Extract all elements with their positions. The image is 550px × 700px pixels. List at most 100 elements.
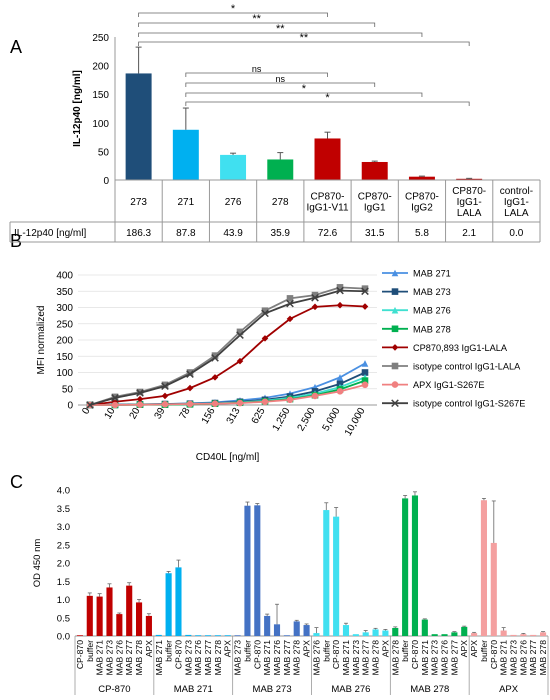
x-tick-label-c: MAB 278 (371, 640, 381, 676)
legend-label-b: MAB 276 (413, 306, 451, 316)
x-tick-label-b: 625 (250, 406, 268, 426)
y-tick-label-c: 3.0 (57, 522, 70, 533)
x-tick-label-c: MAB 276 (311, 640, 321, 676)
significance-bracket-a (138, 32, 423, 37)
x-tick-label-c: MAB 277 (449, 640, 459, 676)
x-tick-label-c: MAB 271 (262, 640, 272, 676)
data-point-b (236, 328, 244, 336)
y-tick-label-b: 50 (62, 384, 74, 395)
legend-label-b: MAB 271 (413, 269, 451, 279)
category-label-a: 271 (177, 197, 194, 208)
legend-label-b: APX IgG1-S267E (413, 380, 485, 390)
y-tick-label-a: 200 (92, 62, 109, 73)
bar-a (314, 138, 341, 180)
significance-label-a: * (231, 3, 236, 15)
significance-label-a: ns (252, 64, 262, 74)
bar-c (264, 615, 271, 636)
significance-bracket-a (138, 12, 328, 17)
data-point-b (236, 399, 244, 407)
bar-c (214, 635, 221, 636)
data-point-b (186, 369, 194, 376)
table-value-a: 72.6 (318, 228, 338, 239)
data-point-b (161, 401, 169, 408)
bar-c (392, 627, 399, 636)
bar-c (283, 635, 290, 636)
data-point-b (236, 331, 244, 339)
panel-label-a: A (10, 37, 22, 57)
data-point-b (311, 392, 319, 400)
x-tick-label-c: MAB 278 (213, 640, 223, 676)
legend-label-b: CP870,893 IgG1-LALA (413, 343, 508, 353)
data-point-b (311, 291, 319, 299)
data-point-b (161, 392, 169, 400)
bar-c (530, 634, 537, 636)
y-tick-label-a: 100 (92, 119, 109, 130)
x-tick-label-c: CP-870 (75, 640, 85, 669)
x-tick-label-c: MAB 276 (272, 640, 282, 676)
x-tick-label-c: buffer (321, 640, 331, 662)
bar-c (76, 635, 83, 636)
data-point-b (361, 303, 369, 310)
category-label-a: 273 (130, 197, 147, 208)
x-tick-label-c: MAB 278 (390, 640, 400, 676)
significance-bracket-a (185, 82, 376, 87)
category-label-a: 278 (272, 197, 289, 208)
bar-a (220, 154, 247, 180)
bar-c (244, 505, 251, 636)
data-point-b (361, 369, 369, 376)
y-tick-label-a: 50 (98, 147, 110, 158)
bar-c (135, 602, 143, 636)
x-tick-label-c: MAB 276 (518, 640, 528, 676)
bar-c (86, 595, 93, 636)
x-tick-label-c: MAB 271 (341, 640, 351, 676)
bar-c (352, 634, 359, 636)
bar-c (520, 634, 527, 636)
x-tick-label-b: 20 (128, 406, 143, 422)
x-tick-label-b: 10 (103, 406, 118, 422)
data-point-b (311, 293, 319, 302)
data-point-b (261, 309, 269, 318)
x-tick-label-c: CP-870 (489, 640, 499, 669)
bar-c (116, 614, 123, 636)
data-point-b (211, 374, 219, 381)
legend-marker-b (391, 288, 399, 295)
y-tick-label-b: 300 (56, 303, 73, 314)
x-tick-label-c: CP-870 (331, 640, 341, 669)
data-point-b (336, 301, 344, 309)
x-tick-label-c: CP-870 (252, 640, 262, 669)
data-point-b (361, 285, 369, 292)
y-tick-label-b: 250 (56, 319, 73, 330)
category-label-a: IgG1 (364, 203, 386, 214)
data-point-b (361, 381, 369, 389)
bar-c (382, 630, 389, 636)
group-label-c: CP-870 (98, 684, 130, 695)
legend-marker-b (391, 362, 399, 370)
bar-c (175, 567, 182, 636)
x-tick-label-c: MAB 277 (528, 640, 538, 676)
category-label-a: LALA (457, 208, 482, 219)
bar-a (172, 129, 199, 180)
bar-c (185, 634, 192, 636)
category-label-a: IgG1- (457, 197, 482, 208)
bar-c (96, 596, 103, 636)
bar-c (195, 635, 202, 636)
x-tick-label-b: 1,250 (271, 406, 293, 434)
bar-c (234, 635, 241, 636)
x-tick-label-c: MAB 271 (499, 640, 509, 676)
series-line-b (89, 304, 366, 406)
table-value-a: 0.0 (509, 228, 523, 239)
y-tick-label-c: 4.0 (57, 486, 70, 497)
category-label-a: CP870- (405, 192, 439, 203)
bar-a (408, 176, 435, 180)
y-tick-label-a: 150 (92, 90, 109, 101)
x-tick-label-c: MAB 277 (361, 640, 371, 676)
category-label-a: control- (500, 186, 533, 197)
x-tick-label-c: MAB 278 (134, 640, 144, 676)
group-label-c: MAB 278 (410, 684, 449, 695)
group-label-c: MAB 276 (331, 684, 370, 695)
data-point-b (136, 401, 144, 408)
data-point-b (111, 394, 119, 402)
x-tick-label-b: 313 (225, 406, 243, 426)
x-tick-label-c: buffer (400, 640, 410, 662)
